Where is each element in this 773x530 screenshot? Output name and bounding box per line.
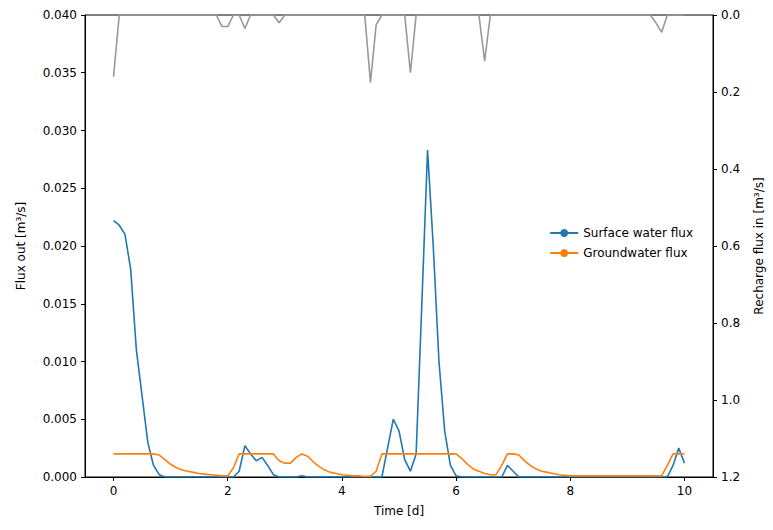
svg-text:0.0: 0.0 [721, 8, 740, 22]
svg-text:4: 4 [338, 484, 346, 498]
svg-text:Time [d]: Time [d] [373, 504, 424, 518]
svg-text:0.010: 0.010 [43, 355, 77, 369]
svg-text:0.030: 0.030 [43, 124, 77, 138]
svg-text:0.015: 0.015 [43, 297, 77, 311]
svg-text:0.005: 0.005 [43, 412, 77, 426]
svg-text:8: 8 [566, 484, 574, 498]
svg-text:0.035: 0.035 [43, 66, 77, 80]
svg-text:0.6: 0.6 [721, 239, 740, 253]
svg-text:Flux out [m³/s]: Flux out [m³/s] [14, 202, 28, 290]
svg-text:0.000: 0.000 [43, 470, 77, 484]
svg-text:Groundwater flux: Groundwater flux [583, 246, 687, 260]
svg-text:1.2: 1.2 [721, 470, 740, 484]
svg-text:10: 10 [677, 484, 692, 498]
svg-text:0: 0 [110, 484, 118, 498]
svg-text:1.0: 1.0 [721, 393, 740, 407]
svg-text:0.8: 0.8 [721, 316, 740, 330]
svg-text:Surface water flux: Surface water flux [583, 226, 693, 240]
svg-text:0.025: 0.025 [43, 181, 77, 195]
svg-text:6: 6 [452, 484, 460, 498]
svg-text:Recharge flux in [m³/s]: Recharge flux in [m³/s] [752, 177, 766, 314]
svg-text:2: 2 [224, 484, 232, 498]
svg-text:0.4: 0.4 [721, 162, 740, 176]
svg-text:0.040: 0.040 [43, 8, 77, 22]
svg-text:0.2: 0.2 [721, 85, 740, 99]
svg-text:0.020: 0.020 [43, 239, 77, 253]
